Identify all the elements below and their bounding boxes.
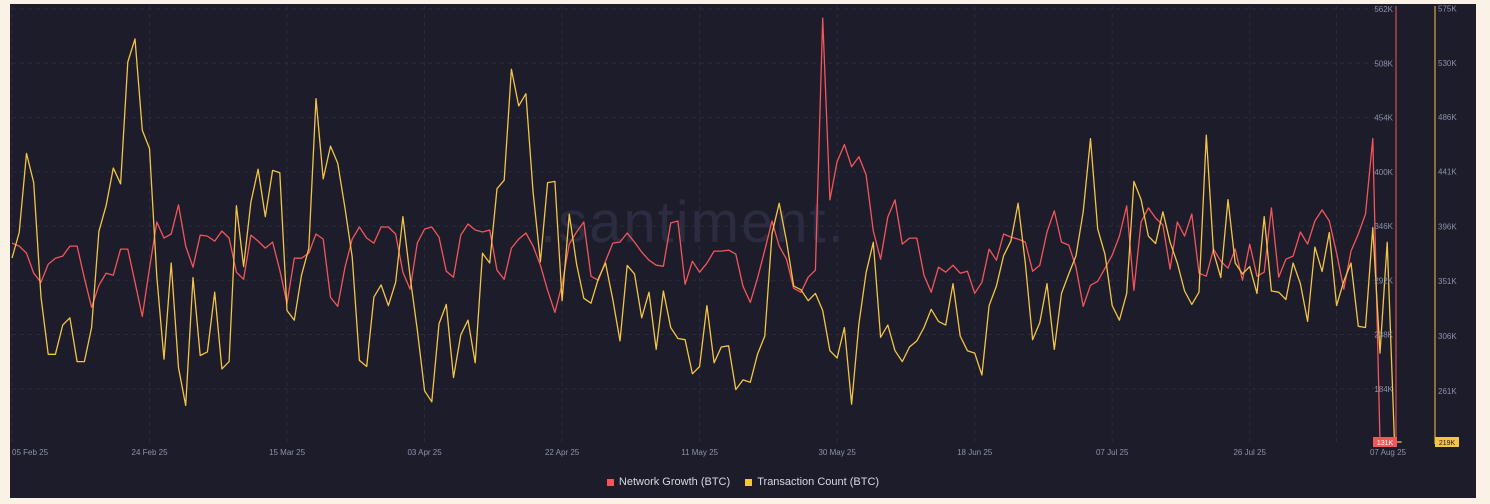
current-value-network-growth: 131K: [1377, 440, 1394, 447]
legend-item-transaction-count[interactable]: Transaction Count (BTC): [745, 476, 879, 488]
chart-frame: .santiment. 05 Feb 25 24 Feb 25 15 Mar 25 0…: [10, 4, 1476, 498]
left-y-tick-label: 184K: [1374, 385, 1393, 394]
x-axis-ticks: 05 Feb 25 24 Feb 25 15 Mar 25 03 Apr 25 22 A…: [12, 448, 1407, 457]
legend-label-network-growth: Network Growth (BTC): [618, 476, 731, 488]
series-line-network-growth: [11, 17, 1381, 443]
grid-lines: [11, 6, 1380, 442]
x-tick-label: 24 Feb 25: [132, 448, 169, 457]
current-badge-transaction-count: [1435, 437, 1459, 447]
x-tick-label: 22 Apr 25: [545, 448, 580, 457]
right-y-tick-label: 351K: [1438, 277, 1457, 286]
left-y-tick-label: 346K: [1374, 222, 1393, 231]
right-y-tick-label: 261K: [1438, 387, 1457, 396]
left-y-tick-label: 454K: [1374, 114, 1393, 123]
right-y-tick-label: 575K: [1438, 4, 1457, 13]
x-tick-label: 03 Apr 25: [407, 448, 442, 457]
current-value-transaction-count: 219K: [1439, 440, 1456, 447]
x-tick-label: 15 Mar 25: [269, 448, 306, 457]
x-tick-label: 30 May 25: [818, 448, 856, 457]
legend-item-network-growth[interactable]: Network Growth (BTC): [606, 476, 731, 488]
left-y-tick-label: 562K: [1374, 5, 1393, 14]
right-y-tick-label: 486K: [1438, 113, 1457, 122]
right-y-tick-label: 306K: [1438, 332, 1457, 341]
left-y-tick-label: 508K: [1374, 59, 1393, 68]
chart-canvas: .santiment. 05 Feb 25 24 Feb 25 15 Mar 25 0…: [11, 4, 1459, 457]
x-tick-label: 18 Jun 25: [957, 448, 993, 457]
legend-swatch-network-growth: [606, 478, 614, 486]
x-tick-label: 07 Jul 25: [1096, 448, 1129, 457]
left-y-tick-label: 238K: [1374, 331, 1393, 340]
santiment-watermark: .santiment.: [540, 190, 846, 255]
series-layer: [11, 17, 1402, 443]
series-line-transaction-count: [11, 38, 1402, 443]
right-y-tick-label: 441K: [1438, 168, 1457, 177]
y-axis-ticks: 562K 508K 454K 400K 346K 292K 238K 184K 575K 530K…: [1373, 4, 1459, 447]
legend-label-transaction-count: Transaction Count (BTC): [757, 476, 880, 488]
x-tick-label: 05 Feb 25: [12, 448, 49, 457]
left-y-tick-label: 292K: [1374, 276, 1393, 285]
legend: Network Growth (BTC) Transaction Count (…: [10, 476, 1476, 489]
axes: [1395, 6, 1436, 444]
x-tick-label: 07 Aug 25: [1370, 448, 1407, 457]
legend-swatch-transaction-count: [745, 478, 753, 486]
right-y-tick-label: 530K: [1438, 59, 1457, 68]
right-y-tick-label: 396K: [1438, 222, 1457, 231]
x-tick-label: 11 May 25: [681, 448, 718, 457]
left-y-tick-label: 400K: [1374, 168, 1393, 177]
current-badge-network-growth: [1373, 437, 1397, 447]
x-tick-label: 26 Jul 25: [1233, 448, 1266, 457]
